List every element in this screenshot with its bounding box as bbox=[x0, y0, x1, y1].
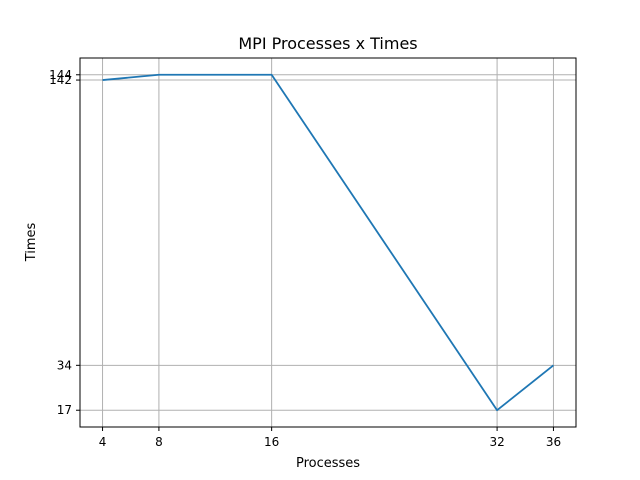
x-tick-label: 32 bbox=[489, 435, 504, 449]
x-axis-ticks: 4 8 16 32 36 bbox=[99, 427, 561, 449]
chart-title: MPI Processes x Times bbox=[238, 34, 417, 53]
series-line bbox=[102, 73, 555, 412]
y-tick-label: 34 bbox=[57, 358, 72, 372]
series-layer bbox=[102, 73, 555, 412]
x-tick-label: 4 bbox=[99, 435, 107, 449]
y-tick-label: 142 bbox=[49, 73, 72, 87]
plot-frame bbox=[79, 57, 577, 428]
y-axis-label: Times bbox=[24, 222, 39, 262]
x-tick-label: 8 bbox=[155, 435, 163, 449]
y-tick-label: 17 bbox=[57, 403, 72, 417]
x-tick-label: 36 bbox=[546, 435, 561, 449]
x-tick-label: 16 bbox=[264, 435, 279, 449]
y-tick-label: 144 bbox=[49, 68, 72, 82]
x-axis-label: Processes bbox=[296, 456, 360, 471]
grid-layer bbox=[80, 58, 576, 427]
